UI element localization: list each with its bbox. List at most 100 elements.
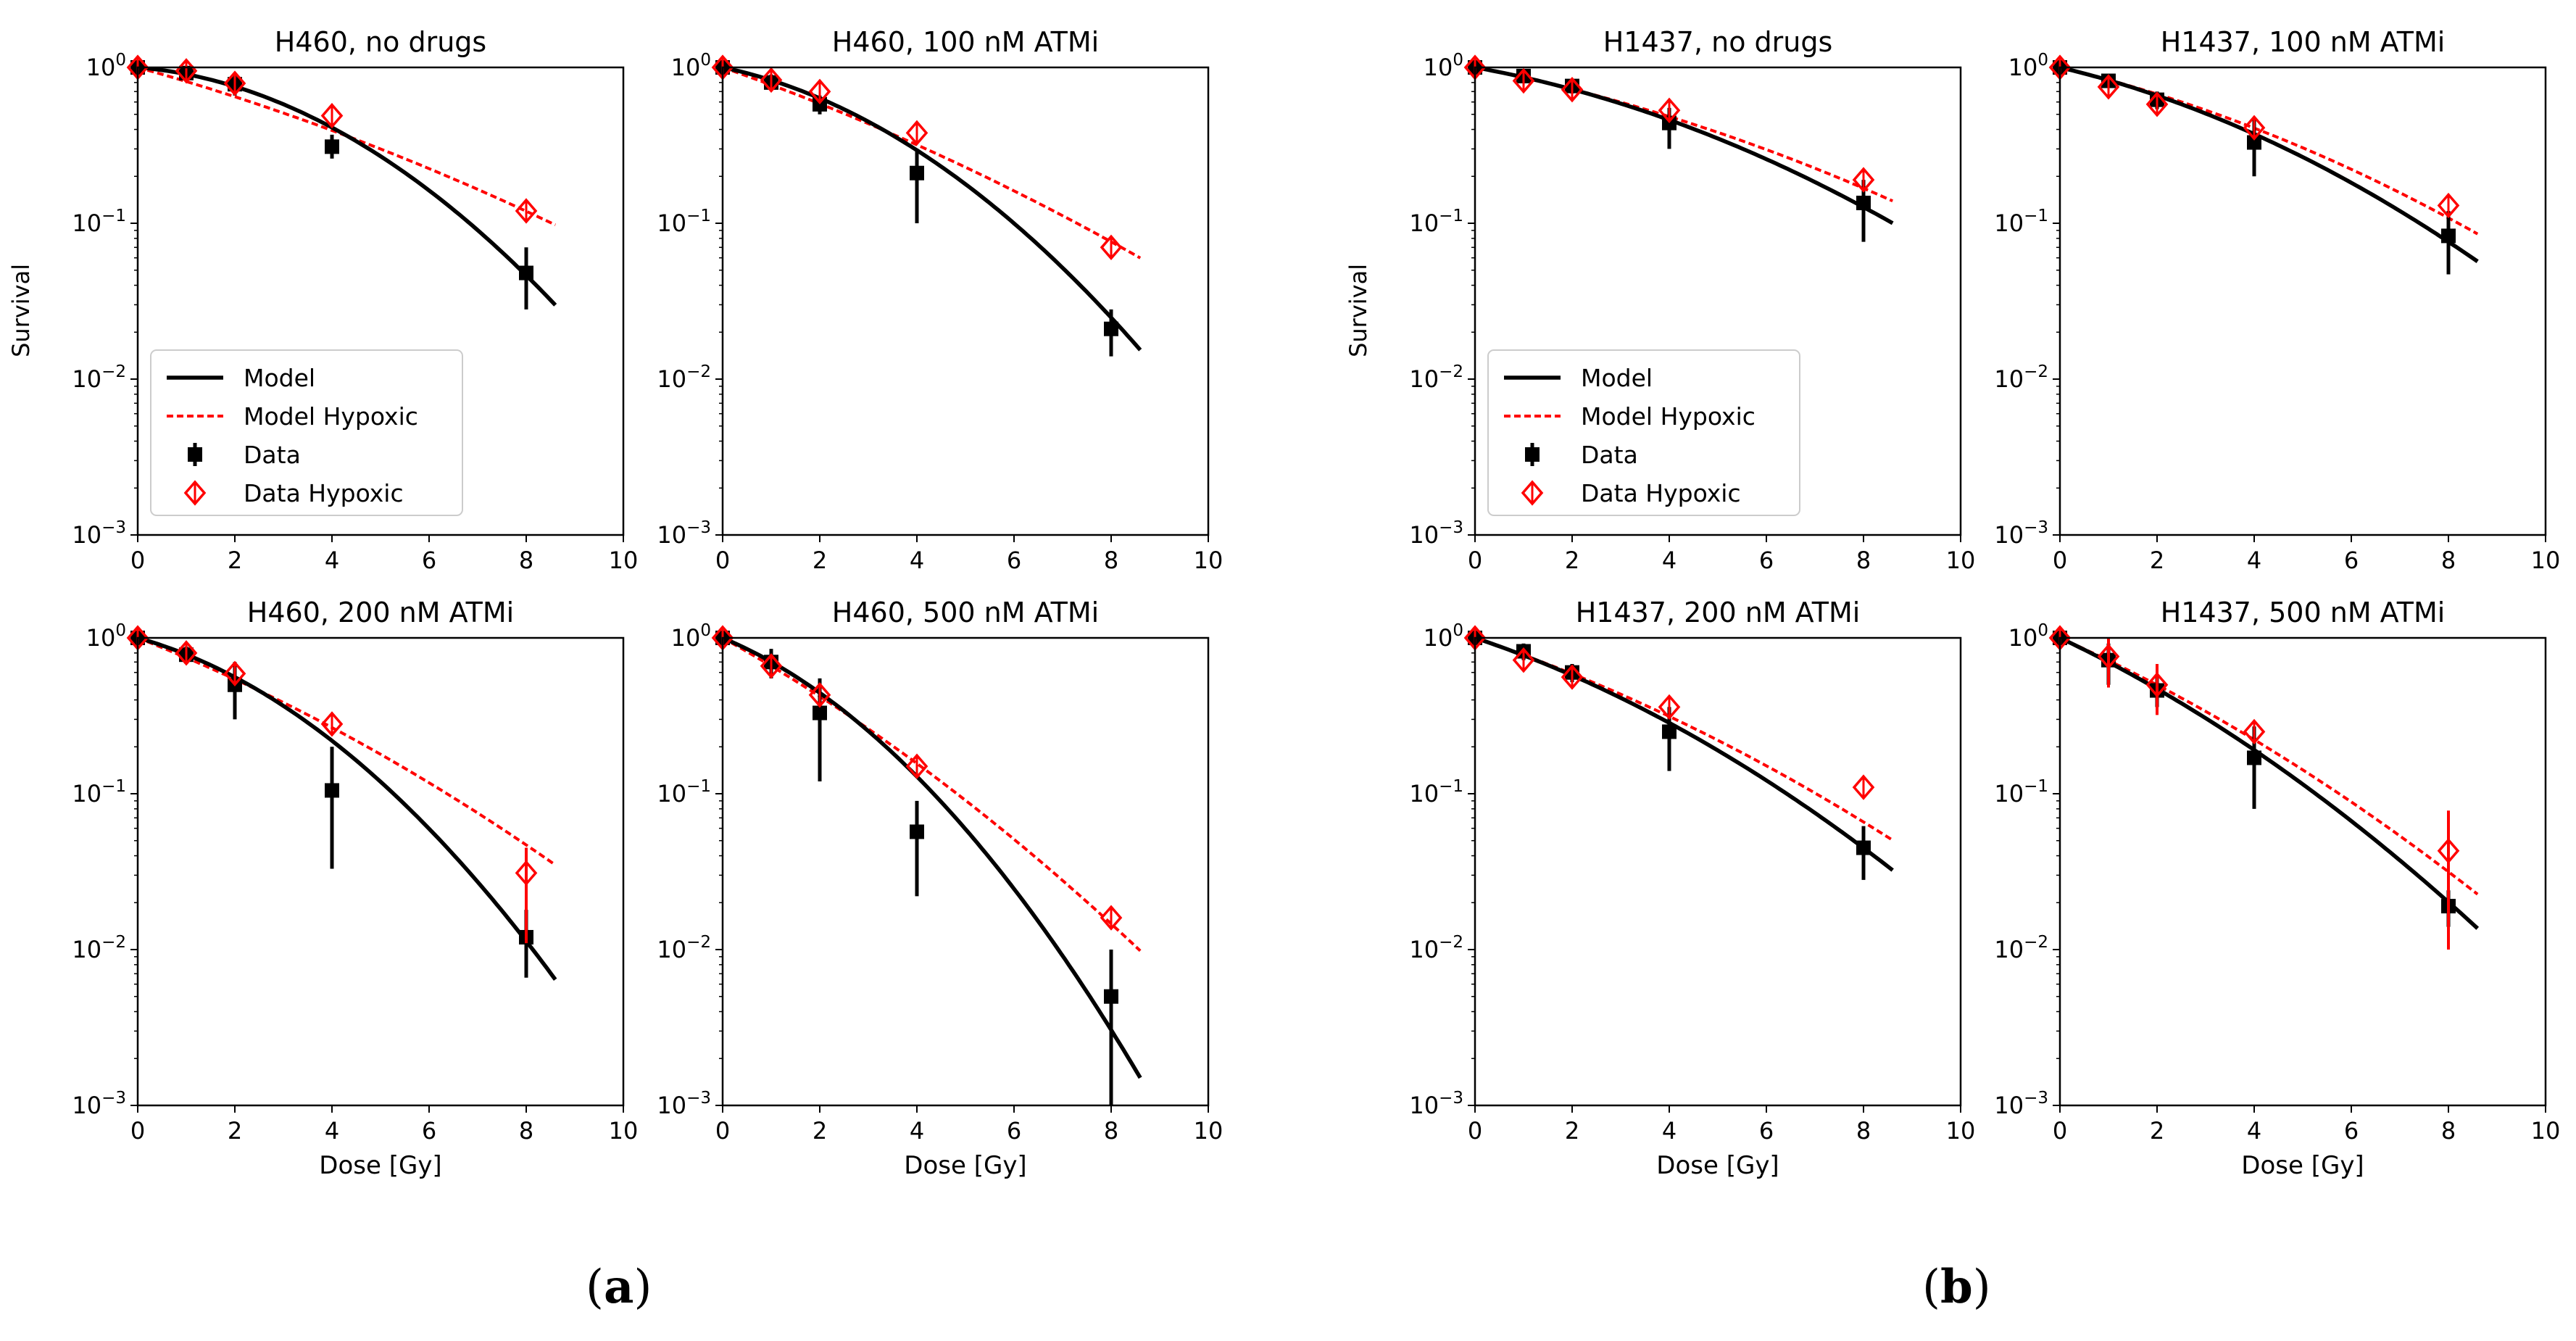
chart-panel: H460, no drugs 0 2 4 6 8 10 100 10−1 10−2 10−3 Surv… — [7, 26, 638, 574]
x-tick-label: 2 — [1565, 1117, 1579, 1145]
y-tick-label: 100 — [1424, 621, 1463, 652]
x-tick-label: 0 — [130, 547, 145, 574]
model-hypoxic-line — [138, 67, 557, 227]
model-line — [723, 67, 1142, 352]
y-tick-label: 10−2 — [72, 362, 126, 393]
model-line — [2060, 67, 2479, 263]
plot-frame — [1474, 66, 1962, 536]
y-tick-label: 10−3 — [1994, 518, 2048, 549]
model-line — [723, 638, 1142, 1079]
y-tick-label: 10−2 — [1409, 933, 1463, 963]
y-tick-label: 10−3 — [1409, 518, 1463, 549]
x-axis-label: Dose [Gy] — [319, 1151, 441, 1180]
data-point — [519, 265, 533, 281]
x-tick-label: 8 — [2441, 547, 2456, 574]
x-tick-label: 4 — [910, 1117, 924, 1145]
y-tick-exponent: −1 — [101, 777, 126, 796]
y-tick-label: 10−1 — [72, 777, 126, 807]
chart-panel: H1437, 100 nM ATMi 0 2 4 6 8 10 100 10−1 10−2 10−3 — [1994, 26, 2560, 574]
x-tick-label: 8 — [1856, 1117, 1871, 1145]
x-tick-label: 8 — [519, 547, 533, 574]
y-tick-label: 10−2 — [657, 362, 711, 393]
x-tick-label: 4 — [2247, 547, 2261, 574]
plot-frame — [1474, 636, 1962, 1107]
y-tick-exponent: −2 — [686, 933, 711, 952]
x-tick-label: 6 — [1007, 547, 1021, 574]
x-tick-label: 10 — [1946, 1117, 1976, 1145]
panel-label-a: (a) — [586, 1260, 652, 1314]
data-point — [1856, 195, 1871, 210]
legend-model-label: Model — [244, 364, 315, 392]
y-tick-label: 10−1 — [657, 777, 711, 807]
legend-model-label: Model — [1581, 364, 1653, 392]
y-tick-label: 100 — [86, 621, 126, 652]
x-tick-label: 6 — [1759, 547, 1774, 574]
chart-title: H460, no drugs — [275, 26, 486, 58]
model-line — [138, 67, 557, 307]
chart-panel: H1437, 200 nM ATMi 0 2 4 6 8 10 100 10−1 10−2 10−3… — [1409, 597, 1975, 1180]
chart-title: H460, 200 nM ATMi — [247, 597, 514, 628]
legend-box — [1487, 349, 1800, 516]
x-tick-label: 10 — [1194, 547, 1223, 574]
data-point — [813, 705, 827, 721]
y-tick-exponent: −3 — [2024, 518, 2048, 537]
y-tick-exponent: −2 — [101, 933, 126, 952]
legend-data-label: Data — [244, 441, 301, 469]
x-tick-label: 4 — [325, 547, 339, 574]
y-tick-label: 10−1 — [72, 207, 126, 237]
x-tick-label: 2 — [228, 547, 242, 574]
x-tick-label: 8 — [519, 1117, 533, 1145]
panel-label-a-close: ) — [633, 1261, 652, 1314]
y-tick-label: 10−2 — [657, 933, 711, 963]
x-axis-label: Dose [Gy] — [904, 1151, 1026, 1180]
y-tick-label: 10−2 — [72, 933, 126, 963]
x-tick-label: 10 — [2531, 1117, 2561, 1145]
y-tick-exponent: −1 — [2024, 777, 2048, 796]
y-tick-exponent: −2 — [1439, 933, 1463, 952]
data-point — [1856, 840, 1871, 855]
y-tick-label: 10−1 — [657, 207, 711, 237]
y-tick-label: 100 — [671, 51, 711, 81]
chart-title: H460, 100 nM ATMi — [832, 26, 1099, 58]
plot-frame — [2058, 66, 2547, 536]
y-tick-exponent: −1 — [101, 207, 126, 225]
x-tick-label: 6 — [422, 547, 436, 574]
legend-box — [150, 349, 463, 516]
x-tick-label: 2 — [2150, 1117, 2164, 1145]
x-tick-label: 4 — [1662, 547, 1677, 574]
y-tick-exponent: −2 — [2024, 362, 2048, 381]
y-tick-label: 10−3 — [1409, 1089, 1463, 1119]
x-axis-label: Dose [Gy] — [1656, 1151, 1779, 1180]
data-point — [1104, 989, 1118, 1004]
chart-title: H460, 500 nM ATMi — [832, 597, 1099, 628]
x-tick-label: 0 — [715, 547, 730, 574]
legend-data-swatch — [1525, 447, 1540, 462]
y-tick-exponent: −3 — [686, 1089, 711, 1108]
chart-panel: H460, 500 nM ATMi 0 2 4 6 8 10 100 10−1 10−2 10−3 D… — [657, 597, 1223, 1180]
data-point — [325, 783, 339, 798]
x-tick-label: 6 — [422, 1117, 436, 1145]
plot-frame — [721, 636, 1210, 1107]
chart-title: H1437, 200 nM ATMi — [1576, 597, 1861, 628]
panel-label-b-close: ) — [1972, 1261, 1991, 1314]
x-tick-label: 8 — [2441, 1117, 2456, 1145]
y-tick-label: 10−1 — [1409, 207, 1463, 237]
x-tick-label: 2 — [1565, 547, 1579, 574]
y-tick-exponent: 0 — [115, 621, 126, 640]
x-tick-label: 6 — [2344, 547, 2359, 574]
y-tick-exponent: 0 — [115, 51, 126, 70]
x-tick-label: 2 — [2150, 547, 2164, 574]
y-tick-exponent: 0 — [2037, 51, 2048, 70]
y-tick-label: 10−3 — [657, 518, 711, 549]
x-tick-label: 6 — [2344, 1117, 2359, 1145]
legend-model-hypoxic-label: Model Hypoxic — [1581, 402, 1756, 431]
x-tick-label: 4 — [910, 547, 924, 574]
chart-title: H1437, 500 nM ATMi — [2161, 597, 2446, 628]
model-hypoxic-line — [1475, 638, 1894, 842]
model-line — [138, 638, 557, 981]
y-tick-exponent: −3 — [1439, 518, 1463, 537]
y-tick-exponent: −1 — [2024, 207, 2048, 225]
model-hypoxic-line — [723, 638, 1142, 952]
x-tick-label: 8 — [1856, 547, 1871, 574]
y-tick-exponent: −3 — [2024, 1089, 2048, 1108]
